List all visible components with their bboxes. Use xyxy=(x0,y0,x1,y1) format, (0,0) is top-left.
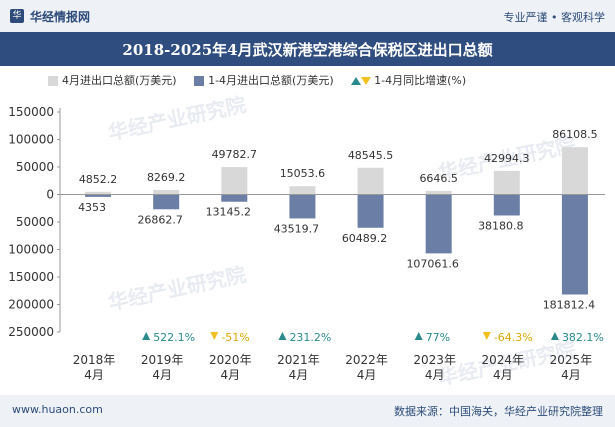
x-label-5-1: 4月 xyxy=(425,368,445,382)
y-tick-label-4: 50000 xyxy=(16,215,54,229)
bar-monthly-4 xyxy=(357,167,384,195)
bar-cumulative-0 xyxy=(85,194,112,197)
growth-up-icon-7 xyxy=(550,332,559,340)
footer-site: www.huaon.com xyxy=(12,403,103,416)
x-label-3-0: 2021年 xyxy=(277,353,320,367)
growth-up-icon-3 xyxy=(278,332,287,340)
bar-cumulative-5 xyxy=(425,194,452,254)
growth-label-6: -64.3% xyxy=(494,331,533,344)
bar-monthly-6 xyxy=(493,170,520,195)
x-label-1-0: 2019年 xyxy=(141,353,184,367)
bar-monthly-7 xyxy=(561,147,588,195)
label-monthly-3: 15053.6 xyxy=(280,167,326,180)
watermark-2: 华经产业研究院 xyxy=(106,262,248,315)
x-label-0-1: 4月 xyxy=(84,368,104,382)
growth-label-2: -51% xyxy=(221,331,249,344)
y-tick-label-0: 150000 xyxy=(8,105,54,119)
label-cumulative-7: 181812.4 xyxy=(543,298,596,311)
y-tick-label-6: 150000 xyxy=(8,270,54,284)
growth-label-3: 231.2% xyxy=(289,331,331,344)
bar-cumulative-6 xyxy=(493,194,520,216)
x-label-6-0: 2024年 xyxy=(482,353,525,367)
bar-cumulative-2 xyxy=(221,194,248,202)
x-label-6-1: 4月 xyxy=(493,368,513,382)
label-monthly-2: 49782.7 xyxy=(212,148,258,161)
y-tick-label-1: 100000 xyxy=(8,133,54,147)
growth-up-icon-5 xyxy=(414,332,423,340)
x-label-7-1: 4月 xyxy=(561,368,581,382)
label-monthly-7: 86108.5 xyxy=(552,128,598,141)
bar-monthly-5 xyxy=(425,190,452,195)
bar-cumulative-4 xyxy=(357,194,384,228)
legend-swatch-grey xyxy=(48,76,58,86)
chart-legend: 4月进出口总额(万美元) 1-4月进出口总额(万美元) 1-4月同比增速(%) xyxy=(48,72,480,88)
legend-label-growth: 1-4月同比增速(%) xyxy=(374,74,467,87)
label-monthly-4: 48545.5 xyxy=(348,149,394,162)
growth-label-1: 522.1% xyxy=(153,331,195,344)
legend-item-growth: 1-4月同比增速(%) xyxy=(351,72,466,88)
growth-label-5: 77% xyxy=(426,331,450,344)
label-cumulative-3: 43519.7 xyxy=(274,222,320,235)
legend-item-monthly: 4月进出口总额(万美元) xyxy=(48,72,177,88)
legend-down-triangle-icon xyxy=(361,77,372,85)
brand-tags: 专业严谨 • 客观科学 xyxy=(503,11,605,24)
x-label-1-1: 4月 xyxy=(152,368,172,382)
x-label-2-0: 2020年 xyxy=(209,353,252,367)
label-monthly-0: 4852.2 xyxy=(79,173,118,186)
chart-title: 2018-2025年4月武汉新港空港综合保税区进出口总额 xyxy=(122,41,493,59)
growth-up-icon-1 xyxy=(142,332,151,340)
bar-cumulative-7 xyxy=(561,194,588,295)
footer-bar: www.huaon.com 数据来源：中国海关，华经产业研究院整理 xyxy=(0,395,615,427)
watermark-0: 华经产业研究院 xyxy=(106,92,248,145)
label-cumulative-4: 60489.2 xyxy=(342,232,388,245)
x-label-5-0: 2023年 xyxy=(413,353,456,367)
footer-source: 数据来源：中国海关，华经产业研究院整理 xyxy=(394,405,603,418)
legend-label-monthly: 4月进出口总额(万美元) xyxy=(62,74,177,87)
label-cumulative-6: 38180.8 xyxy=(478,219,524,232)
label-monthly-1: 8269.2 xyxy=(147,171,186,184)
label-cumulative-0: 4353 xyxy=(78,201,106,214)
bar-cumulative-1 xyxy=(153,194,180,210)
legend-swatch-blue xyxy=(194,76,205,86)
brand-name: 华经情报网 xyxy=(30,10,91,24)
x-label-4-1: 4月 xyxy=(357,368,377,382)
x-label-0-0: 2018年 xyxy=(73,353,116,367)
bar-monthly-0 xyxy=(85,191,112,195)
growth-down-icon-6 xyxy=(482,332,491,340)
legend-label-cumulative: 1-4月进出口总额(万美元) xyxy=(208,74,334,87)
y-tick-label-2: 50000 xyxy=(16,160,54,174)
x-label-3-1: 4月 xyxy=(289,368,309,382)
label-monthly-6: 42994.3 xyxy=(484,152,530,165)
brand-logo-icon: 华 xyxy=(10,9,24,23)
label-cumulative-1: 26862.7 xyxy=(137,213,183,226)
top-bar: 华 华经情报网 专业严谨 • 客观科学 xyxy=(0,0,615,32)
x-label-2-1: 4月 xyxy=(220,368,240,382)
bar-cumulative-3 xyxy=(289,194,316,219)
growth-down-icon-2 xyxy=(210,332,219,340)
title-bar: 2018-2025年4月武汉新港空港综合保税区进出口总额 xyxy=(0,32,615,66)
legend-up-triangle-icon xyxy=(351,77,362,85)
bar-monthly-1 xyxy=(153,189,180,195)
y-tick-label-3: 0 xyxy=(46,188,54,202)
x-label-7-0: 2025年 xyxy=(550,353,593,367)
bar-monthly-3 xyxy=(289,186,316,195)
label-monthly-5: 6646.5 xyxy=(419,172,458,185)
label-cumulative-2: 13145.2 xyxy=(206,206,252,219)
growth-label-7: 382.1% xyxy=(562,331,604,344)
y-tick-label-8: 250000 xyxy=(8,325,54,339)
label-cumulative-5: 107061.6 xyxy=(406,257,459,270)
legend-item-cumulative: 1-4月进出口总额(万美元) xyxy=(194,72,334,88)
bar-monthly-2 xyxy=(221,167,248,195)
x-label-4-0: 2022年 xyxy=(345,353,388,367)
y-tick-label-5: 100000 xyxy=(8,243,54,257)
y-tick-label-7: 200000 xyxy=(8,298,54,312)
